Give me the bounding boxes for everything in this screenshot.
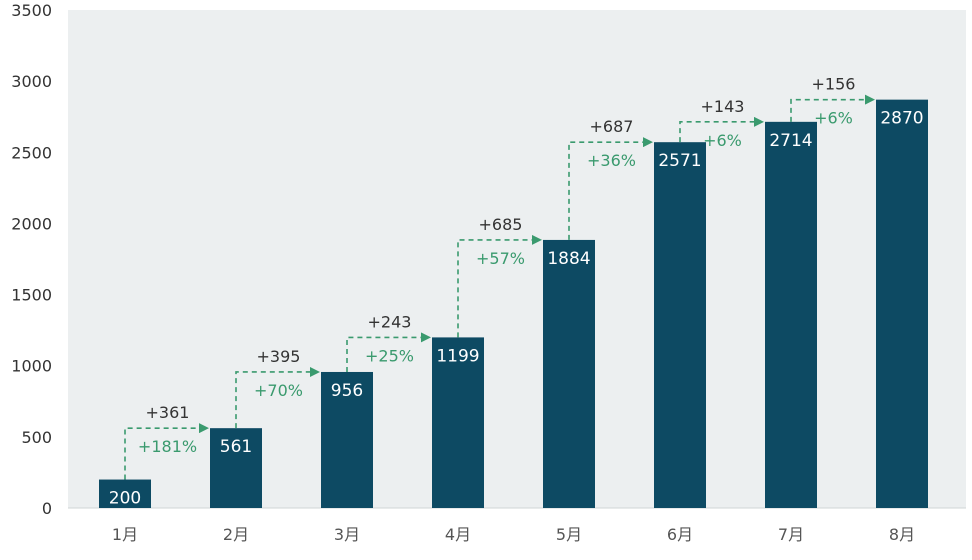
bar-value-label: 1199 <box>436 346 479 366</box>
y-tick-label: 1000 <box>11 357 52 376</box>
increment-label: +395 <box>257 347 301 366</box>
x-axis: 1月 2月 3月 4月 5月 6月 7月 8月 <box>112 525 915 544</box>
growth-percent-label: +6% <box>703 131 742 150</box>
x-tick-label: 6月 <box>667 525 693 544</box>
bar <box>432 337 484 508</box>
increment-arrow <box>235 366 320 429</box>
increment-label: +156 <box>812 75 856 94</box>
increment-label: +243 <box>368 312 412 331</box>
increment-label: +685 <box>479 215 523 234</box>
bar-value-label: 1884 <box>547 249 590 269</box>
growth-percent-label: +36% <box>587 151 636 170</box>
x-tick-label: 8月 <box>889 525 915 544</box>
growth-percent-label: +6% <box>814 109 853 128</box>
increment-label: +143 <box>701 97 745 116</box>
growth-percent-label: +25% <box>365 346 414 365</box>
y-tick-label: 0 <box>42 499 52 518</box>
y-tick-label: 3000 <box>11 72 52 91</box>
increment-arrow <box>679 116 764 143</box>
bar <box>543 239 595 508</box>
x-tick-label: 4月 <box>445 525 471 544</box>
growth-percent-label: +70% <box>254 381 303 400</box>
bar <box>876 99 928 508</box>
y-tick-label: 2500 <box>11 143 52 162</box>
increment-label: +361 <box>146 403 190 422</box>
x-tick-label: 5月 <box>556 525 582 544</box>
bar-value-label: 2714 <box>769 131 812 151</box>
bar-value-label: 956 <box>331 381 363 401</box>
y-axis: 0 500 1000 1500 2000 2500 3000 3500 <box>11 1 52 518</box>
increment-arrow <box>790 94 875 122</box>
bar <box>210 428 262 508</box>
increment-annotations: +361 +181% +395 +70% +243 +25% +685 +57% +687 +36… <box>124 75 875 480</box>
bar-value-label: 200 <box>109 489 141 509</box>
bar <box>99 479 151 508</box>
y-tick-label: 3500 <box>11 1 52 20</box>
x-tick-label: 7月 <box>778 525 804 544</box>
x-tick-label: 2月 <box>223 525 249 544</box>
bar <box>765 121 817 508</box>
increment-arrow <box>346 332 431 372</box>
bar-value-label: 561 <box>220 437 252 457</box>
y-tick-label: 1500 <box>11 286 52 305</box>
bar <box>321 371 373 508</box>
bar <box>654 142 706 509</box>
bar-value-label: 2870 <box>880 109 923 129</box>
growth-percent-label: +57% <box>476 249 525 268</box>
bars: 200 561 956 1199 1884 2571 2714 2870 <box>99 99 928 509</box>
x-tick-label: 3月 <box>334 525 360 544</box>
x-tick-label: 1月 <box>112 525 138 544</box>
y-tick-label: 2000 <box>11 214 52 233</box>
growth-percent-label: +181% <box>138 437 197 456</box>
bar-value-label: 2571 <box>658 151 701 171</box>
increment-label: +687 <box>590 117 634 136</box>
y-tick-label: 500 <box>21 428 52 447</box>
